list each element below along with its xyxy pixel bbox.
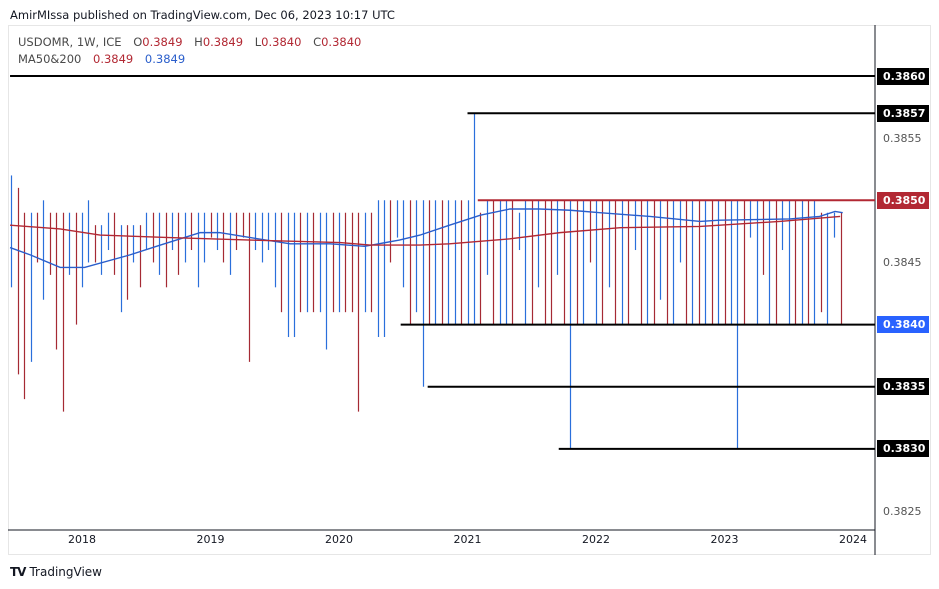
price-tick-label: 0.3825: [883, 504, 922, 518]
low-value: 0.3840: [261, 35, 302, 49]
price-label: 0.3857: [877, 104, 929, 122]
chart-frame: [8, 25, 931, 555]
time-tick-label: 2019: [196, 533, 225, 546]
ohlc-legend-row: USDOMR, 1W, ICE O0.3849 H0.3849 L0.3840 …: [18, 34, 361, 51]
close-label: C: [313, 35, 322, 49]
price-label: 0.3840: [877, 316, 929, 334]
time-tick-label: 2020: [325, 533, 353, 546]
time-tick-label: 2023: [710, 533, 739, 546]
price-tick-label: 0.3845: [883, 255, 922, 269]
time-tick-label: 2024: [839, 533, 867, 546]
ma-label: MA50&200: [18, 52, 82, 66]
low-label: L: [254, 35, 262, 49]
ma50-value: 0.3849: [93, 52, 134, 66]
ma-line-ma50: [9, 208, 843, 269]
time-tick-label: 2021: [453, 533, 482, 546]
published-caption: AmirMIssa published on TradingView.com, …: [10, 8, 395, 22]
symbol-label: USDOMR, 1W, ICE: [18, 35, 122, 49]
ma200-value: 0.3849: [144, 52, 186, 66]
high-label: H: [194, 35, 203, 49]
price-label: 0.3830: [877, 440, 929, 458]
chart-legend: USDOMR, 1W, ICE O0.3849 H0.3849 L0.3840 …: [18, 34, 361, 68]
time-tick-label: 2018: [68, 533, 96, 546]
brand-name: TradingView: [29, 565, 102, 579]
high-value: 0.3849: [202, 35, 244, 49]
price-label: 0.3850: [877, 191, 929, 209]
ma-line-ma200: [9, 215, 841, 246]
tradingview-brand[interactable]: TV TradingView: [10, 565, 102, 579]
close-value: 0.3840: [321, 35, 362, 49]
open-value: 0.3849: [142, 35, 183, 49]
ma-legend-row: MA50&200 0.3849 0.3849: [18, 51, 361, 68]
price-label: 0.3860: [877, 67, 929, 85]
tradingview-logo-icon: TV: [10, 565, 27, 579]
price-tick-label: 0.3855: [883, 131, 922, 145]
open-label: O: [133, 35, 143, 49]
price-label: 0.3835: [877, 378, 929, 396]
time-tick-label: 2022: [582, 533, 610, 546]
